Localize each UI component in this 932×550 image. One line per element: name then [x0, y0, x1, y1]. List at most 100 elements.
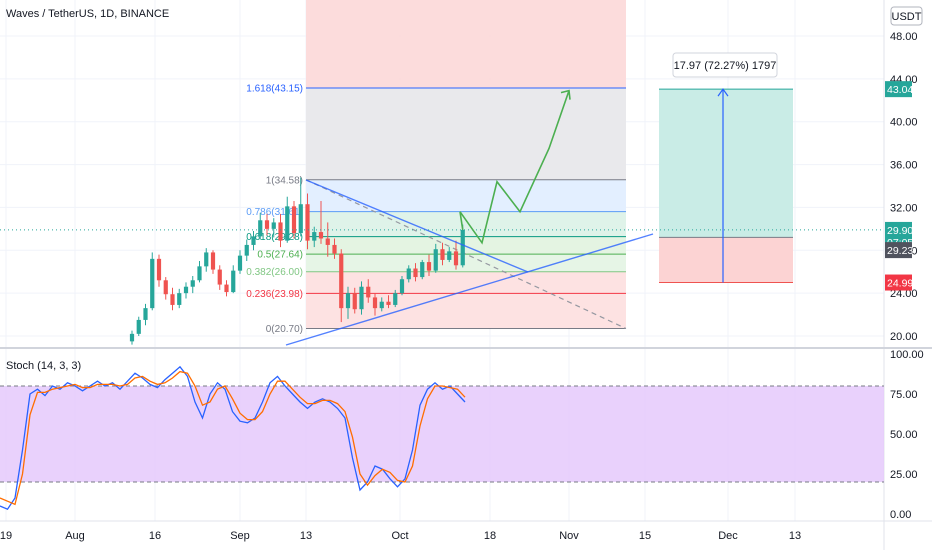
long-position-tool[interactable]: 17.97 (72.27%) 1797: [659, 52, 793, 284]
candle-body: [352, 293, 357, 310]
price-tag-bg: [885, 81, 912, 98]
currency-button-label: USDT: [892, 11, 922, 23]
candle-body: [150, 258, 155, 309]
price-tag-text: 29.90: [887, 225, 913, 237]
projection-label: 17.97 (72.27%) 1797: [674, 60, 777, 72]
time-axis-tick: 18: [484, 530, 496, 542]
candle-body: [156, 258, 162, 281]
candle-body: [298, 204, 303, 234]
candle-body: [244, 244, 249, 256]
price-axis-tick: 20.00: [890, 331, 918, 343]
candle-body: [453, 251, 459, 266]
candle-body: [251, 236, 256, 245]
candle-body: [264, 220, 270, 229]
candle-body: [312, 232, 317, 241]
fib-zone: [306, 87, 626, 180]
candle-body: [291, 206, 297, 234]
candle-body: [426, 262, 432, 271]
candle-body: [413, 268, 418, 278]
candle-body: [143, 308, 148, 320]
candle-body: [163, 280, 168, 295]
fib-level-label: 0.5(27.64): [257, 250, 303, 261]
projection-label-box: [672, 52, 778, 78]
stoch-d-line: [0, 370, 466, 506]
trendlines[interactable]: [0, 89, 884, 346]
fib-level-label: 1(34.58): [266, 175, 303, 186]
candle-body: [447, 251, 452, 260]
candlestick-series: [129, 177, 465, 345]
fib-level-label: 0.786(31.61): [246, 207, 303, 218]
candle-body: [170, 294, 175, 305]
candle-body: [129, 333, 135, 342]
candle-body: [237, 255, 243, 271]
candle-body: [231, 270, 236, 293]
candle-body: [177, 293, 182, 305]
fib-level-label: 0.382(26.00): [246, 267, 303, 278]
fib-level-label: 1.618(43.15): [246, 83, 303, 94]
candle-body: [366, 286, 371, 298]
time-axis-tick: 13: [789, 530, 801, 542]
fib-zone: [306, 211, 626, 237]
candle-body: [440, 249, 445, 260]
price-axis-tick: 40.00: [890, 117, 918, 129]
price-tag-text: 43.04: [887, 84, 913, 96]
candle-body: [305, 204, 310, 241]
candle-body: [393, 293, 398, 305]
candle-body: [278, 222, 283, 241]
stoch-axis-tick: 100.00: [890, 349, 924, 361]
candle-body: [359, 286, 364, 310]
fib-level-label: 0(20.70): [266, 324, 303, 335]
candle-body: [271, 222, 276, 229]
price-tag-text: 24.99: [887, 278, 913, 290]
fib-zone: [306, 254, 626, 272]
fib-level-label: 0.618(29.28): [246, 232, 303, 243]
fibonacci-retracement[interactable]: 1.618(43.15) 1(34.58) 0.786(31.61) 0.618(29…: [246, 0, 627, 335]
price-axis-tick: 48.00: [890, 31, 918, 43]
stoch-axis-tick: 0.00: [890, 509, 911, 521]
candle-body: [224, 284, 229, 293]
time-axis-tick: Dec: [718, 530, 738, 542]
stoch-axis-tick: 75.00: [890, 389, 918, 401]
stoch-band: [0, 386, 884, 482]
candle-body: [332, 244, 337, 254]
stoch-k-line: [0, 365, 466, 511]
candle-body: [197, 266, 202, 281]
support-trendline: [285, 233, 654, 346]
price-axis-tick: 24.00: [890, 288, 918, 300]
projection-path: [459, 90, 570, 245]
projection-arrow-head: [560, 89, 571, 100]
currency-button[interactable]: USDT: [890, 6, 923, 26]
candle-body: [190, 280, 195, 287]
candle-body: [372, 297, 378, 309]
time-axis-tick: 13: [300, 530, 312, 542]
time-axis-tick: Aug: [65, 530, 85, 542]
time-axis-tick: Nov: [559, 530, 579, 542]
price-axis-tick: 36.00: [890, 160, 918, 172]
price-axis-tick: 32.00: [890, 202, 918, 214]
position-stop-zone: [659, 237, 793, 283]
fib-zone: [306, 236, 626, 255]
stochastic-pane: 100.00 75.00 50.00 25.00 0.00: [0, 349, 924, 521]
time-axis-tick: 15: [639, 530, 651, 542]
candle-body: [460, 229, 465, 266]
candle-body: [386, 301, 391, 305]
price-tag-text: 29.23: [887, 245, 913, 257]
candle-body: [345, 293, 351, 309]
candle-body: [433, 249, 438, 271]
fib-zone-upper: [306, 0, 626, 88]
time-axis[interactable]: 19 Aug 16 Sep 13 Oct 18 Nov 15 Dec 13: [0, 530, 801, 542]
time-axis-tick: 16: [149, 530, 161, 542]
candle-body: [339, 253, 344, 309]
fib-level-label: 0.236(23.98): [246, 289, 303, 300]
time-axis-tick: Sep: [230, 530, 250, 542]
candle-body: [318, 232, 324, 239]
price-tag-bg: [885, 242, 912, 259]
fib-trend-dashed-line: [305, 179, 627, 330]
price-tag-bg: [885, 274, 912, 291]
candle-body: [406, 268, 411, 280]
candle-body: [210, 252, 216, 270]
candle-body: [183, 286, 189, 294]
stoch-axis-tick: 25.00: [890, 469, 918, 481]
